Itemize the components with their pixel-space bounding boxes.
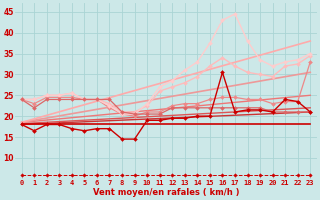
X-axis label: Vent moyen/en rafales ( km/h ): Vent moyen/en rafales ( km/h ) <box>93 188 239 197</box>
